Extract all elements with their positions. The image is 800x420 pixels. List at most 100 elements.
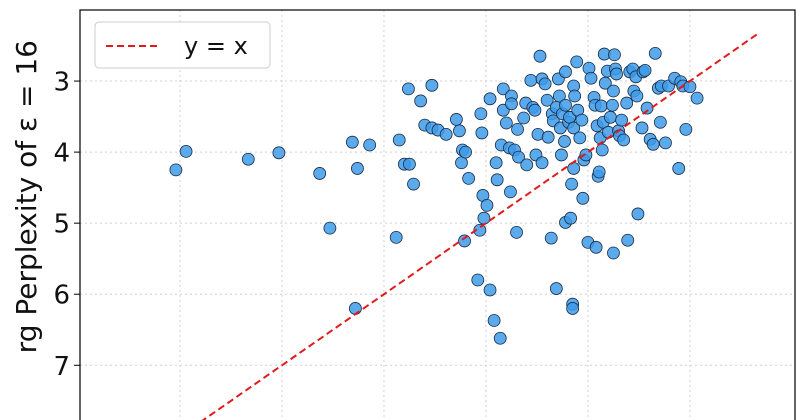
point	[559, 65, 572, 79]
point	[552, 89, 566, 103]
point	[573, 131, 587, 145]
legend: y = x	[94, 21, 271, 69]
point	[493, 331, 507, 345]
point	[565, 177, 579, 191]
point	[638, 63, 652, 77]
point	[403, 157, 416, 171]
point	[439, 127, 453, 141]
point	[541, 130, 555, 144]
point	[179, 145, 193, 158]
point	[489, 156, 503, 170]
point	[538, 77, 552, 91]
point	[363, 138, 377, 152]
y-tick-label: 3	[53, 68, 70, 98]
point	[607, 246, 620, 260]
point	[564, 211, 578, 225]
point	[567, 121, 581, 135]
point	[490, 173, 504, 187]
point	[535, 156, 549, 170]
point	[487, 314, 501, 327]
point	[549, 282, 563, 295]
point	[648, 46, 662, 60]
point	[568, 89, 582, 103]
point	[566, 302, 580, 315]
point	[603, 110, 617, 124]
plot-frame	[79, 9, 796, 420]
y-tick-label: 6	[53, 281, 70, 311]
point	[621, 233, 635, 247]
point	[505, 97, 518, 111]
point	[528, 103, 542, 117]
point	[471, 273, 485, 287]
point	[584, 71, 598, 85]
point	[455, 156, 468, 170]
point	[659, 136, 672, 150]
point	[351, 162, 364, 175]
point	[517, 111, 531, 125]
point	[313, 167, 327, 180]
point	[620, 96, 634, 110]
point	[567, 162, 581, 175]
point	[407, 177, 420, 191]
point	[510, 226, 523, 239]
point	[617, 133, 631, 147]
point	[540, 93, 554, 107]
y-tick-label: 7	[53, 352, 70, 382]
point	[672, 162, 686, 175]
point	[615, 113, 629, 127]
point	[559, 98, 572, 112]
point	[458, 234, 471, 248]
point	[474, 107, 488, 121]
y-tick-label: 4	[53, 139, 70, 169]
legend-box	[94, 21, 271, 69]
point	[533, 49, 547, 63]
point	[646, 137, 660, 151]
point	[607, 84, 620, 98]
point	[483, 92, 497, 106]
point	[272, 146, 286, 160]
point	[477, 211, 491, 225]
point	[483, 283, 497, 297]
point	[606, 98, 619, 112]
point	[449, 113, 463, 126]
legend-label: y = x	[184, 32, 248, 60]
point	[392, 133, 406, 147]
point	[475, 126, 489, 140]
point	[345, 135, 359, 149]
point	[169, 163, 183, 177]
reference-line	[201, 33, 758, 420]
point	[570, 55, 584, 69]
point	[610, 67, 623, 81]
point	[480, 199, 494, 212]
point	[608, 48, 621, 62]
point	[595, 143, 609, 157]
point	[504, 185, 517, 199]
point	[512, 150, 525, 164]
point	[592, 165, 606, 179]
point	[555, 148, 568, 162]
point	[640, 101, 654, 115]
point	[462, 172, 476, 185]
point	[635, 121, 649, 135]
point	[575, 113, 589, 127]
point	[690, 91, 704, 105]
point	[598, 76, 612, 90]
point	[453, 124, 466, 138]
point	[425, 78, 439, 92]
point	[524, 73, 538, 87]
point	[496, 82, 510, 96]
point	[348, 302, 362, 315]
y-axis-label: rg Perplexity of ε = 16	[10, 40, 43, 353]
point	[241, 152, 255, 166]
point	[414, 94, 428, 108]
point	[511, 122, 524, 136]
point	[631, 207, 645, 221]
point	[589, 240, 603, 254]
point	[576, 191, 590, 205]
point	[594, 99, 608, 113]
point	[520, 158, 534, 172]
point	[402, 82, 415, 96]
point	[459, 145, 472, 159]
point	[473, 223, 487, 237]
